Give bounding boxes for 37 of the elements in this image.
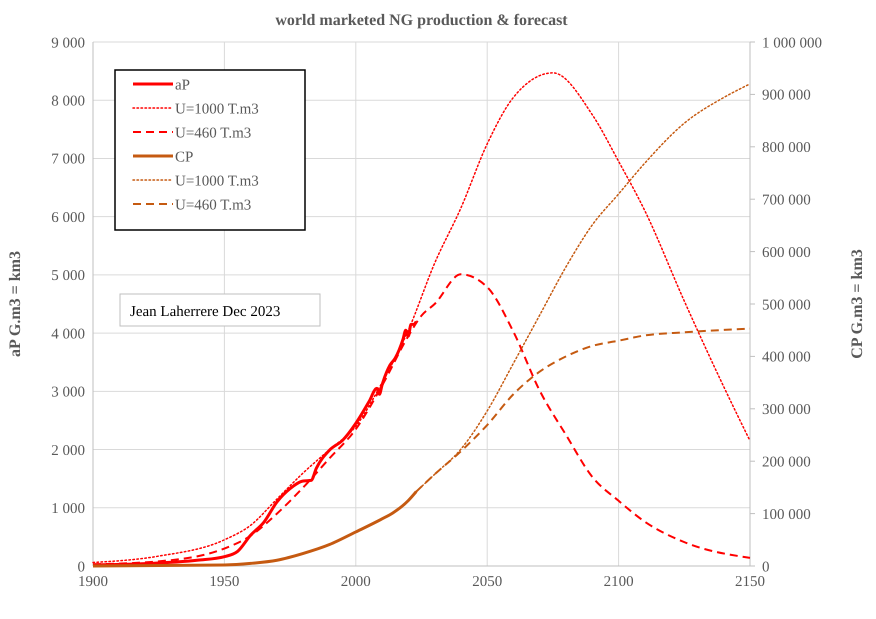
y2-tick-label: 0 — [762, 559, 770, 576]
y-tick-label: 0 — [78, 559, 85, 576]
y2-axis-title: CP G.m3 = km3 — [849, 249, 866, 359]
y2-tick-label: 900 000 — [762, 88, 811, 104]
y2-tick-label: 700 000 — [762, 192, 811, 208]
legend-label: U=460 T.m3 — [175, 125, 252, 142]
x-tick-label: 2100 — [604, 574, 634, 590]
x-tick-label: 1900 — [78, 574, 108, 590]
x-tick-label: 1950 — [209, 574, 240, 590]
y-tick-label: 8 000 — [51, 93, 85, 110]
chart-title: world marketed NG production & forecast — [275, 12, 568, 29]
legend-label: U=1000 T.m3 — [175, 173, 259, 190]
y2-tick-label: 200 000 — [762, 454, 811, 470]
y2-tick-label: 1 000 000 — [762, 35, 822, 52]
legend-label: U=1000 T.m3 — [175, 101, 259, 118]
annotation: Jean Laherrere Dec 2023 — [130, 304, 280, 320]
legend-label: CP — [175, 149, 194, 166]
y-tick-label: 5 000 — [51, 268, 85, 284]
y-tick-label: 4 000 — [51, 326, 85, 342]
x-tick-label: 2000 — [340, 574, 371, 590]
y-tick-label: 9 000 — [51, 35, 85, 52]
y2-tick-label: 400 000 — [762, 350, 811, 366]
legend-label: aP — [175, 77, 190, 94]
x-tick-label: 2150 — [735, 574, 765, 590]
y-tick-label: 2 000 — [51, 442, 85, 459]
y-tick-label: 1 000 — [51, 501, 85, 518]
y2-tick-label: 300 000 — [762, 402, 811, 418]
y2-tick-label: 800 000 — [762, 140, 811, 156]
y2-tick-label: 100 000 — [762, 506, 811, 523]
y2-tick-label: 600 000 — [762, 244, 811, 261]
legend-label: U=460 T.m3 — [175, 197, 252, 214]
y-axis-title: aP G.m3 = km3 — [7, 250, 24, 358]
y-tick-label: 7 000 — [51, 152, 85, 168]
y-tick-label: 6 000 — [51, 210, 85, 226]
x-tick-label: 2050 — [472, 574, 502, 590]
y2-tick-label: 500 000 — [762, 297, 811, 314]
y-tick-label: 3 000 — [51, 384, 85, 401]
